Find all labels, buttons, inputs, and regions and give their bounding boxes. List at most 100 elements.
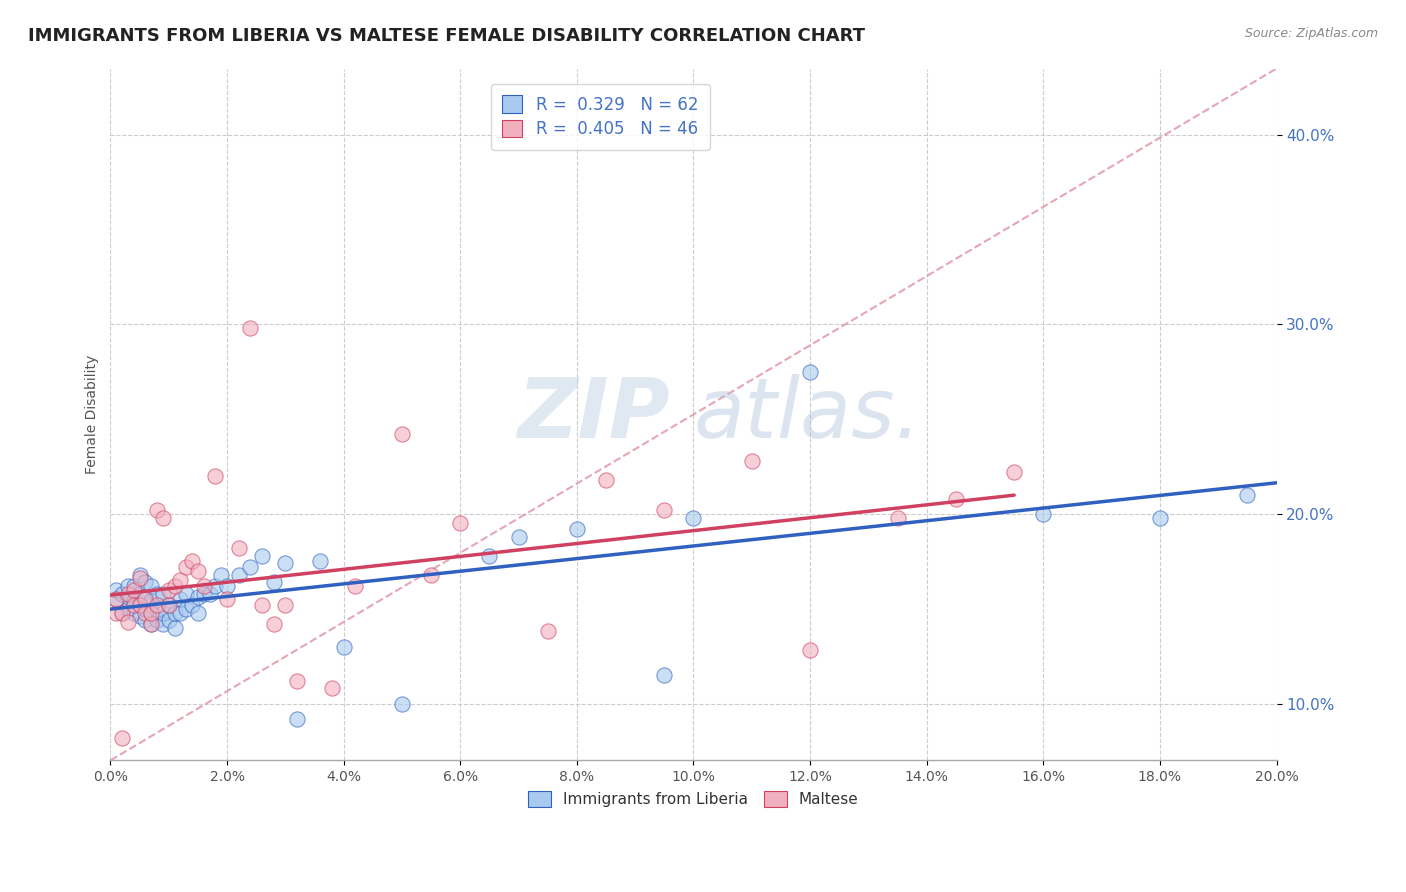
Point [239,560,262,574]
Point [321,681,343,696]
Point [146,613,169,627]
Point [169,592,191,607]
Point [209,567,232,582]
Point [141,606,163,620]
Point [128,571,150,585]
Point [157,598,180,612]
Point [146,586,169,600]
Point [141,616,163,631]
Point [886,510,908,524]
Point [449,516,471,531]
Point [134,575,156,590]
Point [128,567,150,582]
Point [741,454,763,468]
Point [122,594,145,608]
Text: ZIP: ZIP [517,374,671,455]
Point [146,503,169,517]
Point [250,549,273,563]
Point [141,594,163,608]
Point [945,491,967,506]
Point [105,592,128,607]
Point [799,365,821,379]
Point [215,579,238,593]
Point [117,586,139,600]
Point [134,606,156,620]
Point [157,598,180,612]
Point [595,473,617,487]
Point [263,616,285,631]
Point [134,613,156,627]
Point [204,469,226,483]
Point [215,592,238,607]
Point [128,598,150,612]
Point [174,560,197,574]
Point [146,601,169,615]
Point [117,591,139,605]
Point [141,606,163,620]
Point [652,503,675,517]
Point [391,697,413,711]
Point [285,712,308,726]
Point [163,621,186,635]
Point [181,554,204,568]
Point [174,586,197,600]
Point [344,579,367,593]
Point [111,731,134,745]
Point [187,591,209,605]
Point [285,673,308,688]
Text: Source: ZipAtlas.com: Source: ZipAtlas.com [1244,27,1378,40]
Text: atlas.: atlas. [693,374,921,455]
Point [187,606,209,620]
Point [105,582,128,597]
Point [309,554,332,568]
Point [141,616,163,631]
Point [122,598,145,612]
Point [146,598,169,612]
Point [122,606,145,620]
Point [128,598,150,612]
Point [239,321,262,335]
Point [117,615,139,629]
Point [157,613,180,627]
Legend: Immigrants from Liberia, Maltese: Immigrants from Liberia, Maltese [520,784,866,815]
Point [250,598,273,612]
Point [193,579,215,593]
Point [799,643,821,657]
Point [105,592,128,607]
Point [105,606,128,620]
Point [274,598,297,612]
Point [193,586,215,600]
Point [169,606,191,620]
Point [478,549,501,563]
Point [117,601,139,615]
Point [111,606,134,620]
Point [508,530,530,544]
Point [274,556,297,570]
Point [228,567,250,582]
Point [122,579,145,593]
Point [117,579,139,593]
Point [157,582,180,597]
Point [652,668,675,682]
Point [111,606,134,620]
Point [152,606,174,620]
Point [391,427,413,442]
Point [1032,507,1054,521]
Point [565,522,588,536]
Point [1149,510,1171,524]
Point [181,598,204,612]
Point [198,586,221,600]
Point [152,586,174,600]
Text: IMMIGRANTS FROM LIBERIA VS MALTESE FEMALE DISABILITY CORRELATION CHART: IMMIGRANTS FROM LIBERIA VS MALTESE FEMAL… [28,27,865,45]
Point [134,591,156,605]
Point [152,510,174,524]
Point [128,609,150,624]
Point [228,541,250,555]
Point [1002,465,1025,479]
Point [128,586,150,600]
Point [332,640,354,654]
Point [169,574,191,588]
Point [1236,488,1258,502]
Point [420,567,443,582]
Point [537,624,560,639]
